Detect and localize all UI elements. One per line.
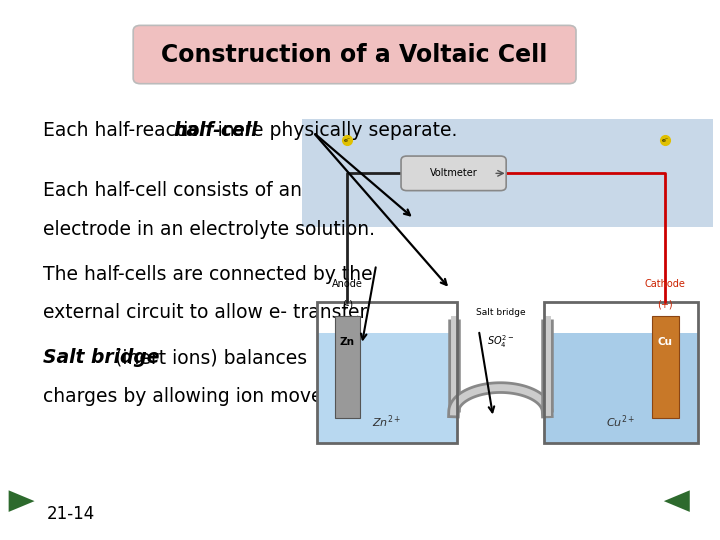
Text: $SO_4^{2-}$: $SO_4^{2-}$ — [487, 333, 514, 349]
Text: Construction of a Voltaic Cell: Construction of a Voltaic Cell — [161, 43, 548, 66]
Text: Cathode: Cathode — [645, 279, 685, 289]
Text: $Cu^{2+}$: $Cu^{2+}$ — [606, 413, 636, 429]
Text: are physically separate.: are physically separate. — [228, 122, 458, 140]
Text: half-cell: half-cell — [174, 122, 258, 140]
Text: e⁻: e⁻ — [344, 138, 351, 143]
Text: electrode in an electrolyte solution.: electrode in an electrolyte solution. — [43, 220, 375, 239]
Text: Voltmeter: Voltmeter — [430, 168, 477, 178]
Text: (+): (+) — [657, 300, 673, 310]
Polygon shape — [664, 490, 690, 512]
Bar — [652, 316, 679, 417]
Text: Each half-reaction in: Each half-reaction in — [43, 122, 240, 140]
Text: Cu: Cu — [658, 337, 672, 347]
Text: (-): (-) — [342, 300, 353, 310]
Text: The half-cells are connected by the: The half-cells are connected by the — [43, 265, 373, 284]
Text: Salt bridge: Salt bridge — [476, 308, 525, 316]
FancyBboxPatch shape — [544, 333, 698, 443]
Text: e⁻: e⁻ — [662, 138, 669, 143]
Text: Salt bridge: Salt bridge — [43, 348, 160, 367]
Text: Each half-cell consists of an: Each half-cell consists of an — [43, 181, 302, 200]
Text: charges by allowing ion movement.: charges by allowing ion movement. — [43, 387, 378, 406]
FancyBboxPatch shape — [133, 25, 576, 84]
FancyBboxPatch shape — [317, 333, 457, 443]
Bar — [335, 316, 360, 417]
Text: Anode: Anode — [332, 279, 363, 289]
FancyBboxPatch shape — [302, 119, 713, 227]
Text: Zn: Zn — [340, 337, 355, 347]
Text: external circuit to allow e- transfer: external circuit to allow e- transfer — [43, 303, 368, 322]
Polygon shape — [9, 490, 35, 512]
Text: $Zn^{2+}$: $Zn^{2+}$ — [372, 413, 402, 429]
Text: 21-14: 21-14 — [47, 505, 95, 523]
Text: (inert ions) balances: (inert ions) balances — [109, 348, 307, 367]
FancyBboxPatch shape — [401, 156, 506, 191]
